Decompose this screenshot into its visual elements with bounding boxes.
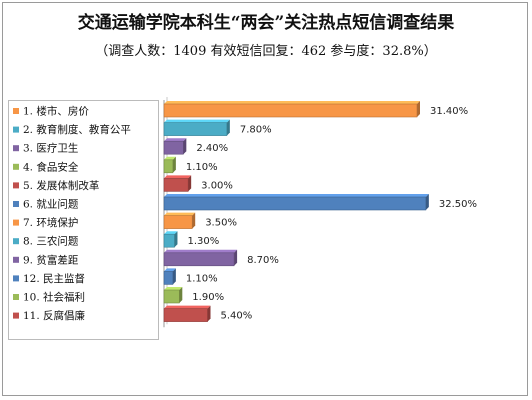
bar-side-face bbox=[179, 287, 183, 303]
legend-label: 3. 医疗卫生 bbox=[23, 142, 78, 155]
bar bbox=[163, 308, 208, 322]
bar bbox=[163, 271, 174, 285]
data-label: 8.70% bbox=[247, 255, 279, 266]
bar-top-face bbox=[164, 268, 176, 272]
legend bbox=[8, 100, 159, 340]
legend-label: 10. 社会福利 bbox=[23, 291, 85, 304]
data-label: 32.50% bbox=[439, 199, 477, 210]
data-label: 31.40% bbox=[430, 106, 468, 117]
bar-side-face bbox=[207, 305, 211, 322]
legend-swatch bbox=[13, 219, 19, 226]
legend-label: 6. 就业问题 bbox=[23, 198, 79, 211]
legend-swatch bbox=[13, 275, 19, 282]
bar bbox=[163, 159, 174, 174]
bar-top-face bbox=[164, 249, 238, 253]
data-label: 3.00% bbox=[201, 180, 233, 191]
bar-top-face bbox=[164, 119, 230, 123]
bar-top-face bbox=[164, 175, 192, 179]
legend-label: 9. 贫富差距 bbox=[23, 253, 79, 266]
legend-label: 8. 三农问题 bbox=[23, 235, 79, 248]
bar-top-face bbox=[164, 287, 183, 290]
legend-swatch bbox=[13, 294, 19, 300]
bar-side-face bbox=[174, 231, 178, 248]
bar bbox=[163, 289, 180, 304]
data-label: 1.10% bbox=[186, 162, 218, 173]
bar-top-face bbox=[164, 156, 176, 160]
bar bbox=[163, 103, 418, 118]
bar-side-face bbox=[425, 194, 429, 210]
legend-swatch bbox=[13, 108, 19, 114]
legend-swatch bbox=[13, 145, 19, 152]
legend-swatch bbox=[13, 182, 19, 189]
data-label: 2.40% bbox=[196, 143, 228, 154]
chart-subtitle: （调查人数：1409 有效短信回复：462 参与度：32.8%） bbox=[95, 44, 437, 59]
bar-top-face bbox=[164, 305, 211, 309]
legend-label: 1. 楼市、房价 bbox=[23, 105, 89, 118]
bar-side-face bbox=[416, 101, 420, 117]
data-label: 1.90% bbox=[192, 292, 224, 303]
bar-side-face bbox=[172, 268, 176, 285]
data-label: 5.40% bbox=[221, 311, 253, 322]
bar-side-face bbox=[183, 138, 187, 155]
legend-swatch bbox=[13, 201, 19, 207]
legend-label: 2. 教育制度、教育公平 bbox=[23, 123, 131, 136]
legend-label: 12. 民主监督 bbox=[23, 272, 85, 285]
bar bbox=[163, 140, 184, 155]
data-label: 7.80% bbox=[240, 125, 272, 136]
bar bbox=[163, 122, 228, 136]
bar-top-face bbox=[164, 138, 187, 142]
bar-side-face bbox=[192, 212, 196, 229]
bar bbox=[163, 233, 175, 248]
bar-side-face bbox=[188, 175, 192, 192]
legend-swatch bbox=[13, 126, 19, 133]
bar-top-face bbox=[164, 231, 178, 235]
data-label: 1.10% bbox=[186, 273, 218, 284]
legend-label: 4. 食品安全 bbox=[23, 160, 79, 173]
legend-swatch bbox=[13, 163, 19, 170]
data-label: 3.50% bbox=[205, 218, 237, 229]
bar bbox=[163, 252, 235, 267]
legend-swatch bbox=[13, 256, 19, 263]
bar-side-face bbox=[172, 156, 176, 173]
data-label: 1.30% bbox=[187, 236, 219, 247]
legend-label: 11. 反腐倡廉 bbox=[23, 309, 86, 322]
chart-title: 交通运输学院本科生“两会”关注热点短信调查结果 bbox=[77, 13, 455, 33]
bar-top-face bbox=[164, 194, 429, 197]
bar bbox=[163, 215, 193, 229]
bar-side-face bbox=[226, 119, 230, 136]
bar bbox=[163, 196, 427, 211]
legend-swatch bbox=[13, 312, 19, 319]
bar-top-face bbox=[164, 212, 196, 216]
bar-side-face bbox=[234, 249, 238, 266]
legend-label: 5. 发展体制改革 bbox=[23, 179, 99, 192]
bar-top-face bbox=[164, 101, 420, 104]
bar bbox=[163, 178, 189, 192]
legend-label: 7. 环境保护 bbox=[23, 216, 78, 229]
legend-swatch bbox=[13, 238, 19, 245]
